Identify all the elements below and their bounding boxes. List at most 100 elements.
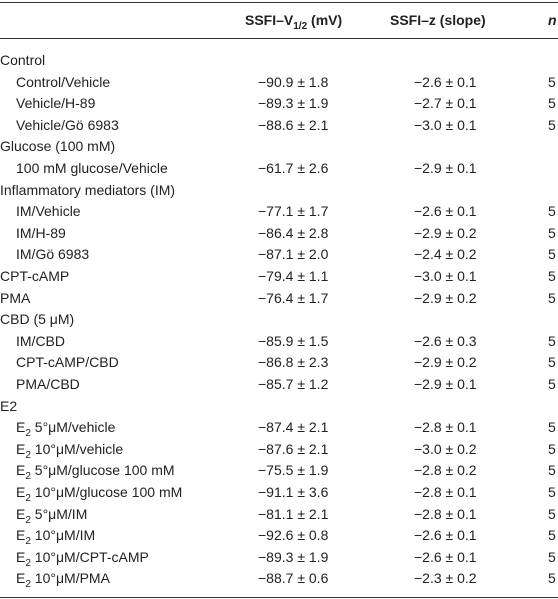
label-part: 2 [25,492,31,504]
v-half-cell: −87.1 ± 2.0 [258,246,329,263]
row-label: Vehicle/Gö 6983 [16,116,119,133]
n-cell: 5 [548,505,556,522]
n-cell: 5 [548,116,556,133]
label-part: E [16,419,26,436]
v-half-cell: −89.3 ± 1.9 [258,548,329,565]
group-label: Glucose (100 mM) [0,138,116,155]
header-text: SSFI–V [245,12,294,28]
n-cell: 5 [548,462,556,479]
slope-cell: −3.0 ± 0.1 [414,268,477,284]
row-label: E2 10°μM/CPT-cAMP [16,548,149,569]
n-cell: 5 [548,570,556,587]
n-cell: 5 [548,95,556,112]
v-half-cell: −85.7 ± 1.2 [258,376,329,392]
v-half-cell: −92.6 ± 0.8 [258,527,329,544]
label-part: 2 [25,514,31,526]
slope-cell: −2.8 ± 0.1 [414,484,477,500]
header-cell: n [548,12,557,28]
row-label: E2 5°μM/IM [16,505,87,526]
slope-cell: −2.8 ± 0.1 [414,505,477,522]
v-half-cell: −77.1 ± 1.7 [258,203,329,220]
row-label: IM/Gö 6983 [16,246,90,263]
n-cell: 5 [548,246,556,263]
label-part: 5°μM/vehicle [30,419,116,436]
header-subscript: 1/2 [293,20,308,32]
v-half-cell: −87.4 ± 2.1 [258,419,329,436]
row-label: 100 mM glucose/Vehicle [16,160,168,176]
row-label: Vehicle/H-89 [16,95,96,112]
slope-cell: −3.0 ± 0.2 [414,440,477,457]
label-part: E [16,527,26,544]
label-part: 2 [25,579,31,591]
n-cell: 5 [548,419,556,436]
header-cell: SSFI–V1/2 (mV) [245,11,343,32]
v-half-cell: −88.7 ± 0.6 [258,570,329,587]
label-part: E [16,462,26,479]
n-cell: 5 [548,332,556,349]
n-cell: 5 [548,376,556,392]
slope-cell: −2.9 ± 0.2 [414,354,477,371]
label-part: 2 [25,535,31,547]
label-part: 10°μM/glucose 100 mM [30,484,183,500]
slope-cell: −2.8 ± 0.2 [414,462,477,479]
slope-cell: −2.9 ± 0.1 [414,376,477,392]
label-part: E [16,548,26,565]
slope-cell: −2.7 ± 0.1 [414,95,477,112]
row-label: E2 10°μM/PMA [16,569,110,591]
n-cell: 5 [548,548,556,565]
label-part: 2 [25,471,31,483]
row-label: CPT-cAMP/CBD [16,354,119,371]
n-cell: 5 [548,354,556,371]
v-half-cell: −87.6 ± 2.1 [258,440,329,457]
n-cell: 5 [548,224,556,241]
v-half-cell: −75.5 ± 1.9 [258,462,329,479]
slope-cell: −2.9 ± 0.2 [414,289,477,306]
header-text: (mV) [307,12,343,28]
bottom-rule [0,597,558,598]
n-cell: 5 [548,73,556,90]
header-rule [0,38,558,39]
v-half-cell: −89.3 ± 1.9 [258,95,329,112]
label-part: 10°μM/IM [30,527,96,544]
group-label: CBD (5 μM) [0,311,75,328]
label-part: E [16,570,26,587]
row-label: PMA/CBD [16,376,80,392]
v-half-cell: −90.9 ± 1.8 [258,73,329,90]
slope-cell: −2.4 ± 0.2 [414,246,477,263]
v-half-cell: −79.4 ± 1.1 [258,268,329,284]
label-part: 10°μM/CPT-cAMP [30,548,149,565]
slope-cell: −2.9 ± 0.1 [414,160,477,176]
label-part: 2 [25,557,31,569]
row-label: IM/CBD [16,332,65,349]
slope-cell: −2.6 ± 0.3 [414,332,477,349]
row-label: E2 10°μM/glucose 100 mM [16,483,183,504]
v-half-cell: −61.7 ± 2.6 [258,160,329,176]
slope-cell: −2.6 ± 0.1 [414,203,477,220]
v-half-cell: −76.4 ± 1.7 [258,289,329,306]
n-cell: 5 [548,289,556,306]
row-label: E2 5°μM/glucose 100 mM [16,461,175,483]
slope-cell: −2.6 ± 0.1 [414,527,477,544]
top-rule [0,2,558,3]
row-label: E2 10°μM/vehicle [16,440,124,460]
label-part: E [16,505,26,522]
v-half-cell: −86.4 ± 2.8 [258,224,329,241]
group-label: CPT-cAMP [0,268,70,284]
v-half-cell: −85.9 ± 1.5 [258,332,329,349]
n-cell: 5 [548,268,556,284]
v-half-cell: −91.1 ± 3.6 [258,484,329,500]
v-half-cell: −88.6 ± 2.1 [258,116,329,133]
slope-cell: −2.9 ± 0.2 [414,224,477,241]
n-cell: 5 [548,203,556,220]
slope-cell: −2.6 ± 0.1 [414,548,477,565]
v-half-cell: −81.1 ± 2.1 [258,505,329,522]
slope-cell: −3.0 ± 0.1 [414,116,477,133]
slope-cell: −2.6 ± 0.1 [414,73,477,90]
slope-cell: −2.3 ± 0.2 [414,570,477,587]
label-part: 10°μM/vehicle [30,440,124,457]
slope-cell: −2.8 ± 0.1 [414,419,477,436]
n-cell: 5 [548,484,556,500]
group-label: Inflammatory mediators (IM) [0,181,176,198]
label-part: E [16,440,26,457]
